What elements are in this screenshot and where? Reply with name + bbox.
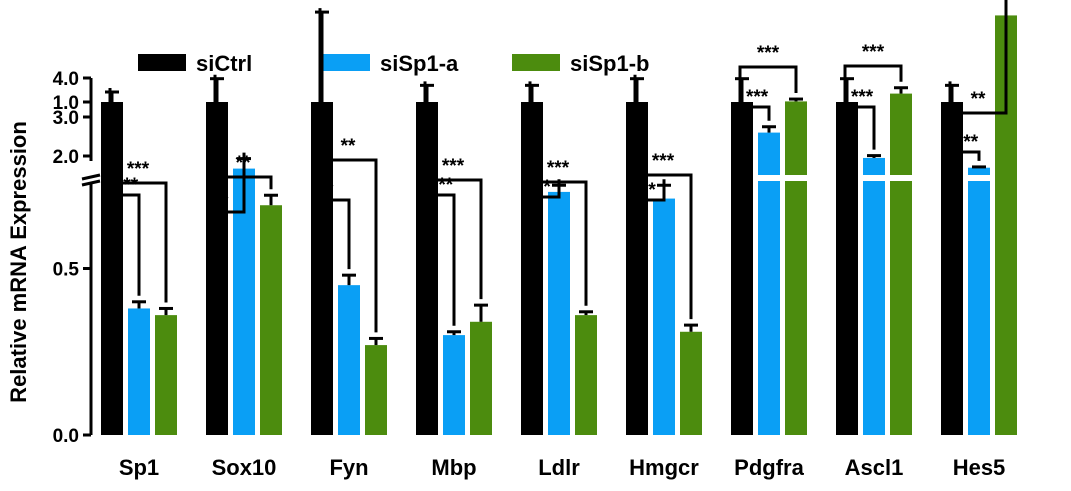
significance-label-inner: *** — [746, 87, 769, 108]
significance-bracket-outer — [318, 158, 378, 333]
significance-label-outer: ** — [236, 153, 251, 174]
bar — [311, 102, 333, 435]
bar — [443, 335, 465, 435]
significance-label-outer: *** — [652, 151, 675, 172]
significance-label-inner: *** — [956, 132, 979, 153]
significance-bracket-inner — [633, 74, 666, 202]
bar-break-gap — [889, 175, 913, 181]
bar — [890, 93, 912, 435]
bar — [260, 205, 282, 435]
y-tick-label: 3.0 — [53, 108, 79, 129]
legend-label: siSp1-a — [380, 51, 459, 76]
bar — [128, 308, 150, 435]
y-axis: 0.00.51.01.52.03.04.0 — [53, 69, 101, 447]
bar — [101, 102, 123, 435]
significance-label-outer: *** — [757, 43, 780, 64]
significance-label-inner: *** — [851, 87, 874, 108]
significance-bracket-outer — [948, 0, 1008, 152]
y-tick-label: 2.0 — [53, 147, 79, 168]
significance-label-outer: *** — [442, 156, 465, 177]
significance-bracket-outer — [213, 175, 273, 212]
y-tick-label: 0.5 — [53, 260, 80, 281]
significance-label-outer: ** — [341, 136, 356, 157]
legend: siCtrl siSp1-a siSp1-b — [138, 51, 649, 76]
bar — [941, 102, 963, 435]
y-axis-title: Relative mRNA Expression — [6, 121, 31, 403]
significance-bracket-inner — [528, 81, 561, 199]
significance-label-outer: *** — [547, 158, 570, 179]
bar — [785, 101, 807, 436]
bar — [233, 168, 255, 435]
category-label: Sox10 — [212, 455, 277, 480]
bar — [836, 102, 858, 435]
category-label: Pdgfra — [734, 455, 804, 480]
significance-label-inner: ** — [536, 177, 551, 198]
bar — [365, 345, 387, 435]
category-label: Hes5 — [953, 455, 1006, 480]
significance-label-outer: ** — [971, 89, 986, 110]
bar-break-gap — [757, 175, 781, 181]
significance-label-outer: *** — [862, 42, 885, 63]
bar — [416, 102, 438, 435]
significance-bracket-inner — [423, 81, 456, 326]
significance-bracket-outer — [108, 181, 168, 303]
legend-swatch — [512, 54, 560, 71]
y-tick-label: 4.0 — [53, 69, 79, 90]
bar-break-gap — [862, 175, 886, 181]
bar — [548, 191, 570, 435]
bar — [731, 102, 753, 435]
significance-label-inner: * — [221, 192, 229, 213]
y-tick-label: 0.0 — [53, 426, 79, 447]
significance-bracket-outer — [738, 65, 798, 107]
significance-label-outer: *** — [127, 159, 150, 180]
category-label: Hmgcr — [629, 455, 699, 480]
significance-label-inner: *** — [116, 175, 139, 196]
significance-brackets: ****************************************… — [108, 0, 1008, 333]
bar — [968, 167, 990, 435]
category-label: Ascl1 — [845, 455, 904, 480]
significance-bracket-inner — [213, 74, 246, 214]
category-label: Sp1 — [119, 455, 159, 480]
bar — [863, 157, 885, 435]
bar — [626, 102, 648, 435]
legend-label: siSp1-b — [570, 51, 649, 76]
bar — [521, 102, 543, 435]
bar — [653, 198, 675, 435]
bar — [206, 102, 228, 435]
legend-swatch — [138, 54, 186, 71]
significance-label-inner: ** — [641, 180, 656, 201]
bar — [338, 285, 360, 435]
category-label: Ldlr — [538, 455, 580, 480]
category-label: Mbp — [431, 455, 476, 480]
legend-swatch — [322, 54, 370, 71]
bars-group — [101, 0, 1017, 436]
bar — [995, 15, 1017, 435]
axis-break-mark — [81, 173, 101, 181]
category-label: Fyn — [329, 455, 368, 480]
significance-label-inner: * — [326, 180, 334, 201]
bar — [155, 315, 177, 435]
significance-bracket-outer — [633, 173, 693, 320]
significance-bracket-outer — [843, 64, 903, 107]
significance-bracket-inner — [108, 88, 141, 296]
x-axis-labels: Sp1 Sox10 Fyn Mbp Ldlr Hmgcr Pdgfra Ascl1 Hes5 — [119, 455, 1005, 480]
significance-bracket-inner — [318, 8, 351, 270]
bar-break-gap — [784, 175, 808, 181]
bar — [758, 132, 780, 435]
axis-break-mark — [81, 179, 101, 187]
y-tick-label: 1.0 — [53, 93, 79, 114]
bar — [680, 331, 702, 435]
significance-bracket-outer — [528, 180, 588, 306]
bar — [470, 321, 492, 435]
bar — [575, 315, 597, 435]
significance-bracket-outer — [423, 178, 483, 300]
bar-break-gap — [967, 175, 991, 181]
significance-label-inner: *** — [431, 175, 454, 196]
legend-label: siCtrl — [196, 51, 252, 76]
